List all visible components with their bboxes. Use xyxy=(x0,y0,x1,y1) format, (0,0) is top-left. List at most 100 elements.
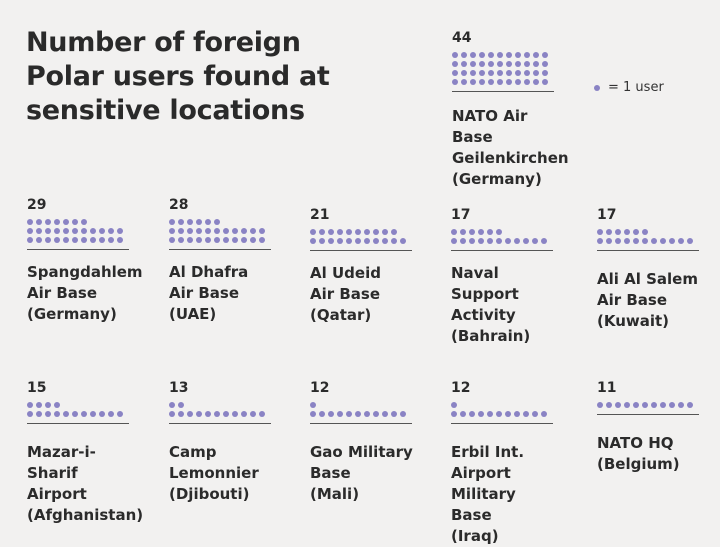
user-dot xyxy=(523,238,529,244)
user-dot xyxy=(178,402,184,408)
user-dot xyxy=(470,61,476,67)
user-dot xyxy=(108,411,114,417)
user-dot xyxy=(99,411,105,417)
user-dot xyxy=(81,219,87,225)
location-card: 29 Spangdahlem Air Base (Germany) xyxy=(27,197,143,325)
user-dot xyxy=(45,228,51,234)
location-label: Erbil Int. Airport Military Base (Iraq) xyxy=(451,443,525,545)
user-dot xyxy=(524,70,530,76)
user-dot xyxy=(633,402,639,408)
user-dot xyxy=(27,228,33,234)
user-dot xyxy=(196,237,202,243)
user-dot xyxy=(337,229,343,235)
user-count: 11 xyxy=(597,380,617,396)
user-dot xyxy=(633,229,639,235)
user-dot xyxy=(497,61,503,67)
user-dot xyxy=(382,229,388,235)
user-dot xyxy=(90,237,96,243)
user-dot xyxy=(488,52,494,58)
user-dot xyxy=(250,411,256,417)
baseline-rule xyxy=(169,423,271,424)
legend-dot-icon xyxy=(594,84,600,91)
user-dot xyxy=(461,61,467,67)
user-dot xyxy=(452,79,458,85)
user-dot xyxy=(63,219,69,225)
user-count: 12 xyxy=(451,380,471,396)
user-dot xyxy=(642,402,648,408)
location-label: Mazar-i-Sharif Airport (Afghanistan) xyxy=(27,443,144,524)
user-dot xyxy=(542,61,548,67)
user-dot xyxy=(687,238,693,244)
baseline-rule xyxy=(597,414,699,415)
location-label: Al Udeid Air Base (Qatar) xyxy=(310,264,381,324)
user-dot xyxy=(169,228,175,234)
user-dot xyxy=(451,229,457,235)
user-dot xyxy=(81,411,87,417)
user-dot xyxy=(205,228,211,234)
user-dot xyxy=(532,411,538,417)
user-count: 17 xyxy=(597,207,617,223)
user-dot xyxy=(451,402,457,408)
location-card: 12 Gao Military Base (Mali) xyxy=(310,380,420,505)
user-dot xyxy=(606,402,612,408)
user-dot xyxy=(108,237,114,243)
location-label: NATO Air Base Geilenkirchen (Germany) xyxy=(452,107,569,188)
user-dot xyxy=(479,79,485,85)
user-dot xyxy=(81,228,87,234)
user-dot xyxy=(678,402,684,408)
user-dot xyxy=(524,52,530,58)
user-dot xyxy=(515,70,521,76)
user-dot xyxy=(532,238,538,244)
user-dot xyxy=(506,52,512,58)
user-dot xyxy=(355,229,361,235)
user-dot xyxy=(54,228,60,234)
baseline-rule xyxy=(310,250,412,251)
user-dot xyxy=(660,402,666,408)
user-dot xyxy=(36,228,42,234)
user-dot xyxy=(178,237,184,243)
legend: = 1 user xyxy=(594,80,664,95)
dot-array xyxy=(451,402,556,420)
user-count: 13 xyxy=(169,380,189,396)
user-dot xyxy=(196,411,202,417)
user-dot xyxy=(72,411,78,417)
user-dot xyxy=(615,238,621,244)
user-dot xyxy=(205,237,211,243)
user-dot xyxy=(373,238,379,244)
user-dot xyxy=(54,219,60,225)
user-dot xyxy=(99,228,105,234)
user-dot xyxy=(451,411,457,417)
user-dot xyxy=(108,228,114,234)
user-dot xyxy=(524,79,530,85)
user-count: 12 xyxy=(310,380,330,396)
user-dot xyxy=(506,70,512,76)
chart-title: Number of foreign Polar users found at s… xyxy=(26,27,330,126)
user-dot xyxy=(36,402,42,408)
user-dot xyxy=(214,411,220,417)
user-dot xyxy=(597,229,603,235)
user-dot xyxy=(514,238,520,244)
location-card: 13 Camp Lemonnier (Djibouti) xyxy=(169,380,279,505)
user-dot xyxy=(478,238,484,244)
user-dot xyxy=(187,219,193,225)
user-dot xyxy=(461,79,467,85)
user-dot xyxy=(460,411,466,417)
user-dot xyxy=(597,402,603,408)
location-card: 12 Erbil Int. Airport Military Base (Iraq… xyxy=(451,380,561,547)
user-dot xyxy=(382,411,388,417)
user-dot xyxy=(533,61,539,67)
user-dot xyxy=(205,219,211,225)
user-dot xyxy=(346,411,352,417)
user-dot xyxy=(479,70,485,76)
baseline-rule xyxy=(310,423,412,424)
user-dot xyxy=(496,229,502,235)
user-dot xyxy=(606,229,612,235)
dot-array xyxy=(310,229,415,247)
baseline-rule xyxy=(169,249,271,250)
user-dot xyxy=(533,70,539,76)
user-dot xyxy=(505,238,511,244)
user-dot xyxy=(478,229,484,235)
user-dot xyxy=(36,219,42,225)
user-dot xyxy=(355,238,361,244)
user-dot xyxy=(27,237,33,243)
